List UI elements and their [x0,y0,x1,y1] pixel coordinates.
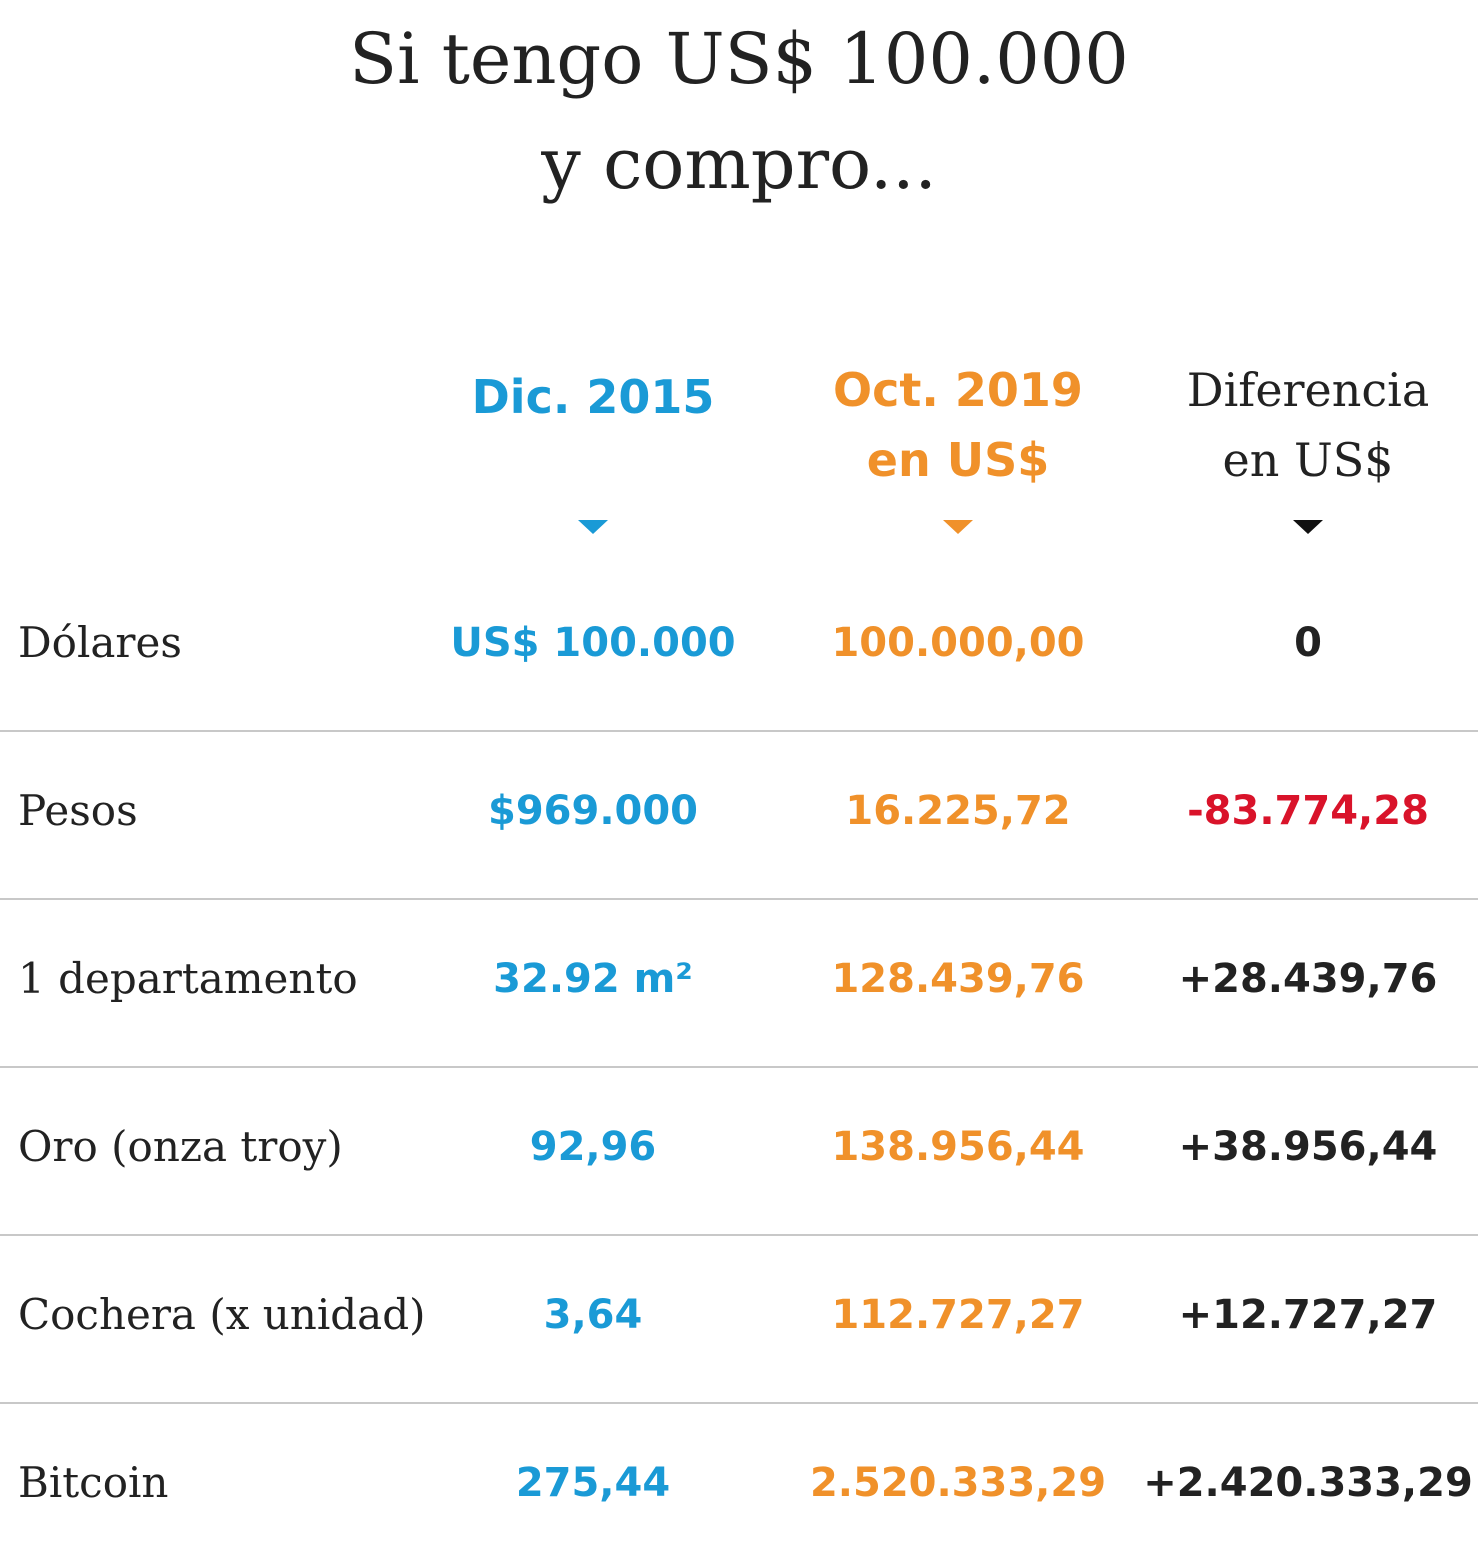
cell-value: +38.956,44 [1178,1124,1438,1170]
column-header: Oct. 2019 [833,363,1083,417]
cell-value: 275,44 [515,1460,671,1506]
cell-value: 100.000,00 [831,620,1085,666]
row-label: Oro (onza troy) [18,1122,343,1171]
cell-value: $969.000 [487,788,699,834]
cell-value: 16.225,72 [845,788,1071,834]
cell-value: 112.727,27 [831,1292,1085,1338]
row-label: Cochera (x unidad) [18,1290,426,1339]
header-arrow [943,520,973,534]
cell-value: 128.439,76 [831,956,1085,1002]
header-arrow [578,520,608,534]
cell-value: US$ 100.000 [450,620,736,666]
header-arrow [1293,520,1323,534]
cell-value: +28.439,76 [1178,956,1438,1002]
row-separator [0,730,1478,732]
cell-value: 3,64 [543,1292,643,1338]
row-label: 1 departamento [18,954,358,1003]
cell-value: 138.956,44 [831,1124,1085,1170]
row-separator [0,1066,1478,1068]
title-line: Si tengo US$ 100.000 [349,18,1129,100]
cell-value: +2.420.333,29 [1143,1460,1473,1506]
column-header: Dic. 2015 [471,370,715,424]
column-header: Diferencia [1186,363,1430,417]
title-line: y compro... [541,123,937,205]
row-separator [0,1402,1478,1404]
row-label: Bitcoin [18,1458,169,1507]
row-label: Pesos [18,786,138,835]
cell-value: -83.774,28 [1187,788,1429,834]
cell-value: 92,96 [529,1124,657,1170]
cell-value: 0 [1294,620,1322,666]
cell-value: +12.727,27 [1178,1292,1438,1338]
cell-value: 32.92 m² [493,956,693,1002]
row-separator [0,898,1478,900]
column-header: en US$ [1222,433,1394,487]
row-label: Dólares [18,618,182,667]
cell-value: 2.520.333,29 [809,1460,1107,1506]
row-separator [0,1234,1478,1236]
column-header: en US$ [866,433,1050,487]
